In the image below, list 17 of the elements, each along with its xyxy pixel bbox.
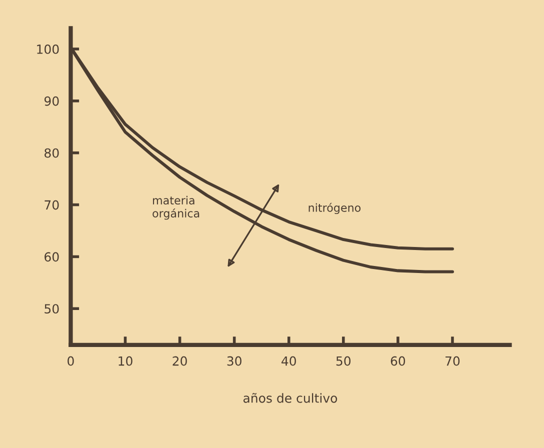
series-label: nitrógeno [308, 202, 361, 214]
x-tick-label: 40 [282, 356, 296, 366]
x-tick-label: 70 [446, 356, 460, 366]
series-label: materia orgánica [152, 196, 200, 220]
x-tick-label: 10 [118, 356, 132, 366]
y-tick-label: 100 [37, 44, 59, 54]
y-tick-label: 70 [44, 200, 59, 210]
x-tick-label: 20 [172, 356, 187, 366]
x-tick-label: 30 [227, 356, 242, 366]
y-tick-label: 60 [44, 252, 59, 262]
x-tick-label: 50 [336, 356, 351, 366]
y-tick-label: 50 [44, 304, 59, 314]
y-tick-label: 80 [44, 148, 59, 158]
y-tick-label: 90 [44, 96, 59, 106]
x-tick-label: 60 [390, 356, 406, 366]
x-tick-label: 0 [68, 356, 74, 366]
x-axis-title: años de cultivo [243, 392, 338, 403]
